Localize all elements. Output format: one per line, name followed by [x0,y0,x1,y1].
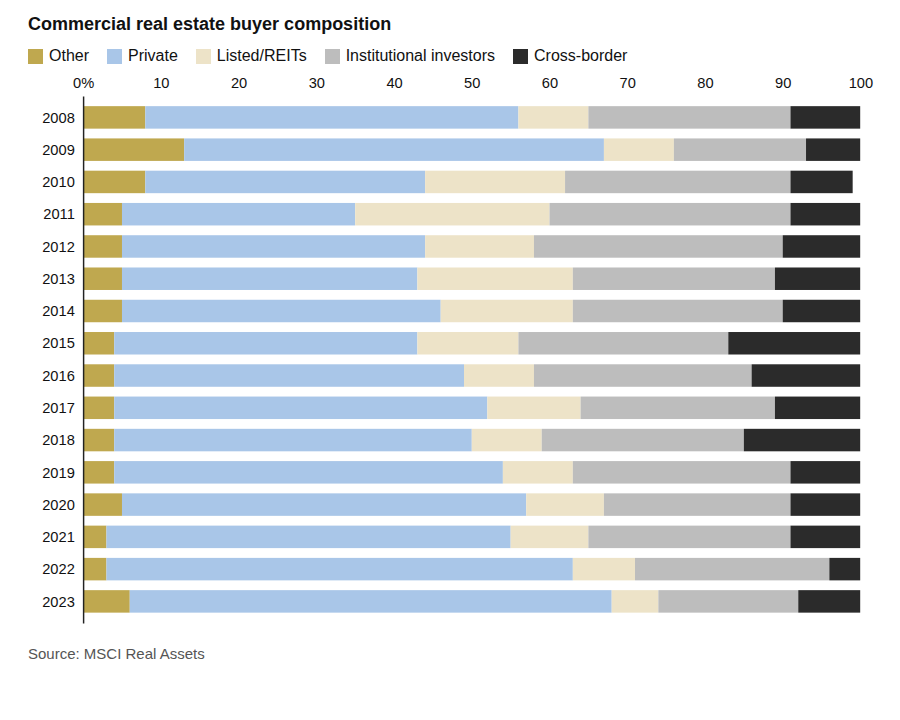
svg-text:40: 40 [386,75,402,91]
svg-text:70: 70 [620,75,636,91]
svg-text:2012: 2012 [42,239,75,255]
svg-text:90: 90 [775,75,791,91]
html-text:Source: MSCI Real Assets: Source: MSCI Real Assets [28,645,205,663]
svg-text:2017: 2017 [42,400,75,416]
svg-text:2008: 2008 [42,110,75,126]
svg-text:30: 30 [309,75,325,91]
html-text:Private: Private [128,47,178,64]
svg-text:2015: 2015 [42,335,75,351]
svg-text:2009: 2009 [42,142,75,158]
svg-text:2013: 2013 [42,271,75,287]
svg-text:80: 80 [697,75,713,91]
svg-text:20: 20 [231,75,247,91]
html-text:Listed/REITs: Listed/REITs [216,47,307,64]
svg-text:2011: 2011 [43,206,75,222]
svg-text:0%: 0% [73,75,94,91]
svg-text:2021: 2021 [42,529,75,545]
html-text:Commercial real estate buyer c: Commercial real estate buyer composition [28,14,392,34]
svg-text:2014: 2014 [42,303,75,319]
svg-text:50: 50 [464,75,480,91]
html-text:Institutional investors: Institutional investors [345,47,495,64]
svg-text:2018: 2018 [42,432,75,448]
svg-text:10: 10 [153,75,169,91]
svg-text:2023: 2023 [42,594,75,610]
svg-text:2020: 2020 [42,497,75,513]
html-text:Other: Other [49,47,89,64]
html-text:Cross-border: Cross-border [534,47,628,64]
svg-text:60: 60 [542,75,558,91]
svg-text:100: 100 [849,75,873,91]
svg-text:2016: 2016 [42,368,75,384]
svg-text:2022: 2022 [42,561,75,577]
svg-text:2010: 2010 [42,174,75,190]
svg-text:2019: 2019 [42,465,75,481]
